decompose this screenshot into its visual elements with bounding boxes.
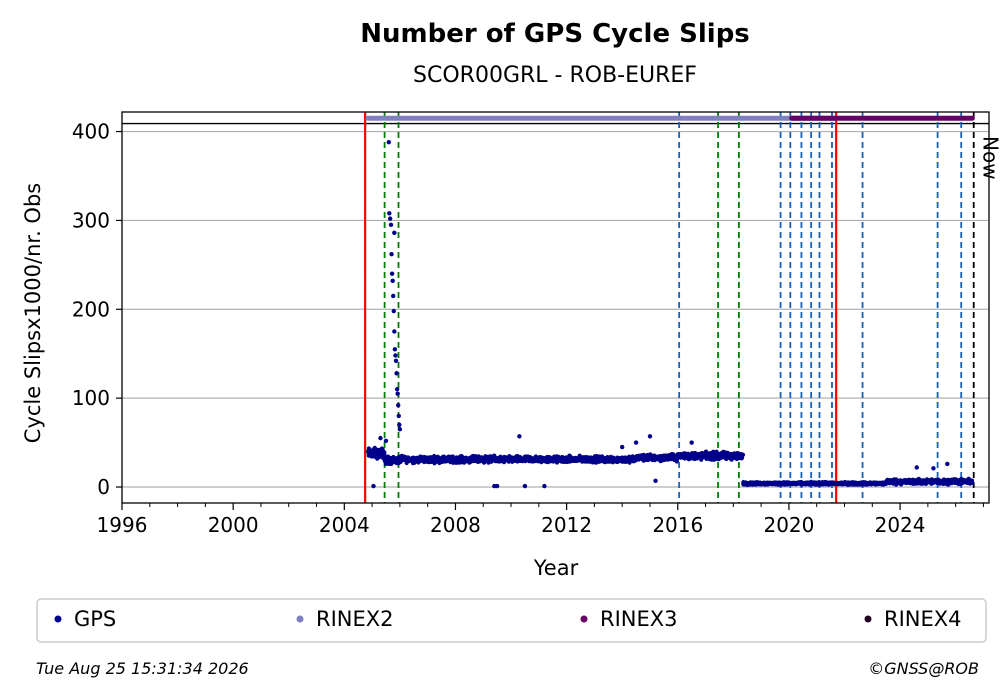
gps-point xyxy=(388,222,394,228)
gps-point xyxy=(391,293,396,299)
gps-point xyxy=(393,358,399,364)
gps-point xyxy=(387,211,392,216)
gps-point xyxy=(383,438,389,443)
footer-timestamp: Tue Aug 25 15:31:34 2026 xyxy=(36,659,249,678)
gps-point xyxy=(653,478,658,483)
gps-point xyxy=(397,422,402,427)
gps-point xyxy=(517,434,522,439)
gps-point xyxy=(647,434,653,439)
gps-point xyxy=(389,251,394,257)
gps-point xyxy=(387,216,393,221)
gps-point xyxy=(397,427,403,432)
gps-point xyxy=(740,452,746,457)
x-tick-label: 2020 xyxy=(763,513,814,537)
legend-marker-rinex4 xyxy=(864,615,872,623)
footer-credit: ©GNSS@ROB xyxy=(868,659,979,678)
legend-marker-rinex3 xyxy=(580,615,588,623)
y-tick-label: 400 xyxy=(72,120,110,144)
gps-point xyxy=(945,461,950,467)
chart-title: Number of GPS Cycle Slips xyxy=(360,19,750,49)
plot-frame xyxy=(121,111,990,504)
chart-subtitle: SCOR00GRL - ROB-EUREF xyxy=(413,63,697,88)
y-axis-label: Cycle Slipsx1000/nr. Obs xyxy=(21,183,45,443)
x-axis-label: Year xyxy=(533,556,579,580)
gps-point xyxy=(394,387,400,392)
x-tick-label: 2000 xyxy=(208,513,259,537)
gps-point xyxy=(619,444,625,450)
grid-lines xyxy=(122,122,989,488)
gps-point xyxy=(396,413,401,419)
x-tick-label: 2004 xyxy=(319,513,370,537)
gps-point xyxy=(633,440,639,445)
gps-point xyxy=(542,483,547,489)
gps-point xyxy=(914,465,919,470)
gps-point xyxy=(392,329,397,334)
gps-point xyxy=(392,230,397,236)
axes: 0 100 200 300 400 1996 2000 2004 2008 2012 2016 202… xyxy=(72,111,990,537)
gps-point xyxy=(378,435,383,441)
gps-point xyxy=(396,403,401,408)
gps-point xyxy=(394,371,399,376)
gps-point xyxy=(390,278,395,284)
gps-points xyxy=(366,140,975,489)
x-tick-label: 1996 xyxy=(97,513,148,537)
y-tick-label: 100 xyxy=(72,386,110,410)
y-tick-label: 200 xyxy=(72,297,110,321)
gps-point xyxy=(395,391,400,396)
legend-label-rinex3: RINEX3 xyxy=(600,607,678,631)
y-tick-label: 0 xyxy=(97,475,110,499)
legend: GPS RINEX2 RINEX3 RINEX4 xyxy=(36,598,987,643)
gps-point xyxy=(970,480,975,485)
legend-marker-gps xyxy=(54,615,62,623)
gps-point xyxy=(391,308,396,314)
legend-label-gps: GPS xyxy=(74,607,116,631)
x-tick-label: 2008 xyxy=(430,513,481,537)
gps-point xyxy=(389,271,395,276)
legend-marker-rinex2 xyxy=(296,615,304,623)
legend-box xyxy=(36,598,987,643)
y-tick-label: 300 xyxy=(72,208,110,232)
event-lines xyxy=(364,112,975,503)
gps-point xyxy=(522,483,528,489)
legend-label-rinex4: RINEX4 xyxy=(884,607,962,631)
gps-point xyxy=(393,353,398,358)
now-label: Now xyxy=(979,136,1003,180)
gps-point xyxy=(392,347,398,352)
legend-label-rinex2: RINEX2 xyxy=(316,607,394,631)
gps-point xyxy=(386,140,391,145)
gps-point xyxy=(931,466,936,471)
gps-point xyxy=(494,483,500,489)
gps-point xyxy=(371,483,376,489)
gps-point xyxy=(689,440,694,445)
x-tick-label: 2024 xyxy=(875,513,926,537)
x-tick-label: 2012 xyxy=(541,513,592,537)
x-tick-label: 2016 xyxy=(652,513,703,537)
